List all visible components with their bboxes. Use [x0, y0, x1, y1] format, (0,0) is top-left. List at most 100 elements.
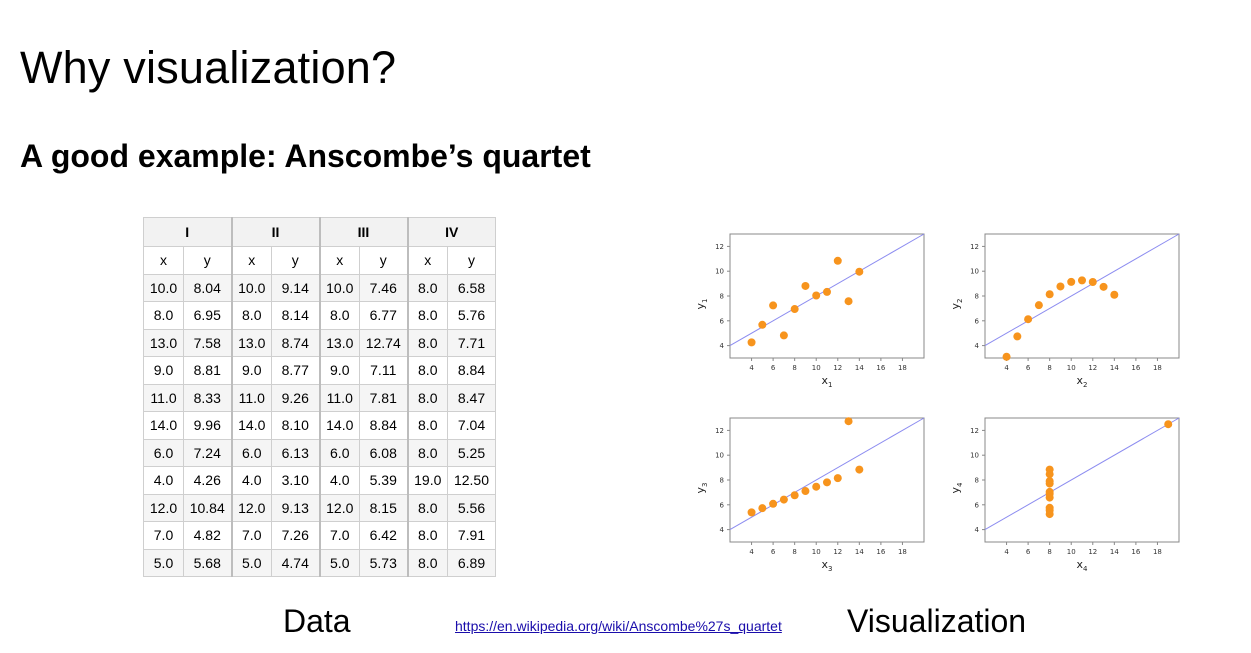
table-cell: 13.0	[318, 328, 360, 357]
data-caption: Data	[283, 603, 351, 639]
table-group-header-row: I II III IV	[143, 217, 496, 247]
table-cell: 12.0	[318, 493, 360, 522]
data-point	[1088, 277, 1097, 286]
table-cell: 7.0	[230, 521, 272, 550]
table-row: 12.0 10.84 12.0 9.13 12.0 8.15 8.0 5.56	[143, 493, 496, 522]
data-point	[758, 504, 767, 513]
table-cell: 7.91	[447, 521, 496, 550]
table-cell: 6.77	[359, 301, 408, 330]
x-tick-label: 10	[812, 548, 821, 556]
x-tick-label: 8	[1047, 364, 1051, 372]
data-point	[844, 417, 853, 426]
table-cell: 6.0	[143, 438, 184, 467]
y-axis-label: y3	[694, 483, 709, 494]
x-tick-label: 18	[898, 364, 907, 372]
table-cell: 5.56	[447, 493, 496, 522]
table-cell: 8.0	[143, 301, 184, 330]
x-tick-label: 18	[1153, 548, 1162, 556]
table-cell: 5.0	[230, 548, 272, 577]
table-group-header: IV	[406, 217, 496, 247]
plot-frame	[984, 417, 1180, 543]
data-point	[801, 487, 810, 496]
table-cell: 4.82	[183, 521, 232, 550]
data-point	[758, 320, 767, 329]
table-cell: 8.0	[318, 301, 360, 330]
table-row: 14.0 9.96 14.0 8.10 14.0 8.84 8.0 7.04	[143, 411, 496, 440]
y-tick-label: 12	[715, 243, 724, 251]
table-column-header: x	[318, 246, 360, 275]
y-tick-label: 6	[975, 501, 980, 509]
x-tick-label: 16	[876, 548, 885, 556]
table-cell: 6.58	[447, 273, 496, 302]
table-cell: 5.0	[143, 548, 184, 577]
table-group-header: III	[318, 217, 408, 247]
x-tick-label: 12	[833, 364, 842, 372]
table-cell: 9.96	[183, 411, 232, 440]
x-tick-label: 14	[1110, 364, 1119, 372]
y-tick-label: 8	[720, 477, 724, 485]
x-tick-label: 8	[1047, 548, 1051, 556]
x-tick-label: 14	[855, 364, 864, 372]
table-cell: 6.95	[183, 301, 232, 330]
table-cell: 8.84	[447, 356, 496, 385]
table-column-header: y	[271, 246, 320, 275]
data-point	[1002, 352, 1011, 361]
table-cell: 8.0	[406, 328, 448, 357]
table-cell: 5.76	[447, 301, 496, 330]
table-cell: 9.0	[143, 356, 184, 385]
x-tick-label: 6	[1026, 364, 1031, 372]
table-cell: 7.04	[447, 411, 496, 440]
table-cell: 12.0	[143, 493, 184, 522]
slide-title: Why visualization?	[20, 42, 397, 93]
table-column-header: x	[143, 246, 184, 275]
table-cell: 4.0	[143, 466, 184, 495]
table-cell: 8.0	[406, 438, 448, 467]
y-tick-label: 6	[720, 317, 725, 325]
table-cell: 8.0	[230, 301, 272, 330]
table-row: 13.0 7.58 13.0 8.74 13.0 12.74 8.0 7.71	[143, 328, 496, 357]
table-cell: 12.50	[447, 466, 496, 495]
data-point	[823, 287, 831, 296]
table-cell: 8.84	[359, 411, 408, 440]
source-link[interactable]: https://en.wikipedia.org/wiki/Anscombe%2…	[455, 618, 782, 634]
data-point	[790, 305, 799, 314]
data-point	[1045, 477, 1054, 486]
x-tick-label: 10	[1067, 364, 1076, 372]
y-tick-label: 8	[975, 477, 979, 485]
table-cell: 8.0	[406, 548, 448, 577]
table-cell: 8.14	[271, 301, 320, 330]
table-cell: 10.0	[230, 273, 272, 302]
table-column-header: y	[183, 246, 232, 275]
table-cell: 7.81	[359, 383, 408, 412]
data-point	[833, 474, 842, 483]
table-cell: 7.24	[183, 438, 232, 467]
x-tick-label: 16	[1131, 548, 1140, 556]
table-cell: 19.0	[406, 466, 448, 495]
table-cell: 11.0	[318, 383, 360, 412]
data-point	[855, 465, 864, 474]
data-point	[790, 491, 799, 500]
table-cell: 9.0	[230, 356, 272, 385]
y-axis-label: y1	[694, 299, 709, 310]
x-tick-label: 4	[749, 364, 754, 372]
data-point	[747, 338, 756, 347]
table-row: 9.0 8.81 9.0 8.77 9.0 7.11 8.0 8.84	[143, 356, 496, 385]
data-point	[1164, 420, 1173, 429]
table-cell: 6.0	[230, 438, 272, 467]
x-axis-label: x3	[822, 558, 833, 573]
table-cell: 8.0	[406, 521, 448, 550]
table-column-header-row: x y x y x y x y	[143, 246, 496, 275]
anscombe-data-table: I II III IV x y x y x y x y 10.0 8.04 10.0…	[143, 217, 496, 577]
table-cell: 8.74	[271, 328, 320, 357]
y-tick-label: 4	[975, 342, 980, 350]
plot-frame	[729, 233, 925, 359]
table-cell: 4.0	[318, 466, 360, 495]
data-point	[1045, 470, 1054, 479]
data-point	[812, 291, 821, 300]
table-cell: 10.84	[183, 493, 232, 522]
y-tick-label: 10	[970, 268, 979, 276]
regression-line	[984, 417, 1180, 531]
